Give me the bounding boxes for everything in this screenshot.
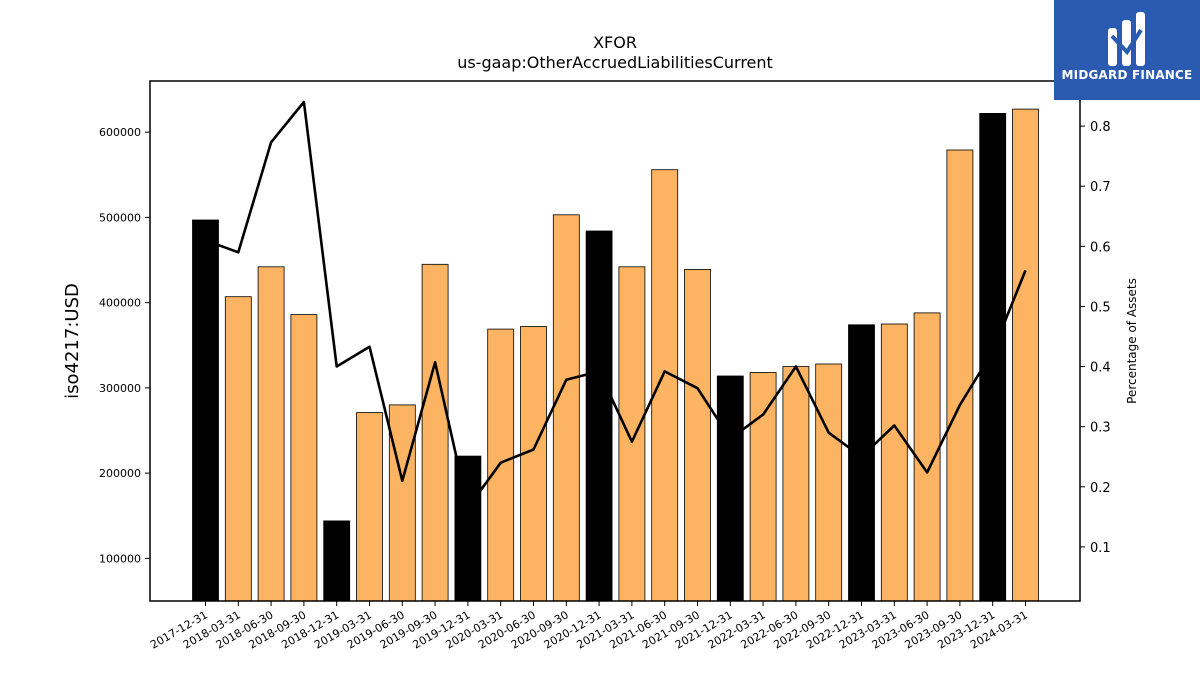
chart-title: XFOR [593,33,637,52]
bar-2021-12-31 [716,375,744,602]
bar-2023-03-31 [880,323,908,602]
bar-2023-09-30 [946,149,974,602]
chart-subtitle: us-gaap:OtherAccruedLiabilitiesCurrent [457,53,773,72]
y2-axis-label: Percentage of Assets [1125,278,1139,404]
bar-2018-03-31 [224,296,252,602]
y2-tick-label: 0.4 [1090,361,1111,376]
plot-frame [149,80,1081,602]
bar-2020-09-30 [552,214,580,602]
bar-2019-09-30 [421,263,449,602]
bar-2020-12-31 [585,230,613,602]
bar-2021-06-30 [651,169,679,602]
bar-2020-03-31 [487,328,515,602]
y2-tick-label: 0.6 [1090,240,1111,255]
y2-tick-label: 0.5 [1090,300,1111,315]
bar-2017-12-31 [192,219,219,602]
midgard-logo-icon [1108,12,1145,66]
midgard-finance-logo: MIDGARD FINANCE [1054,0,1200,100]
y2-tick-label: 0.7 [1090,180,1111,195]
y-axis-right: 0.1 0.2 0.3 0.4 0.5 0.6 0.7 0.8 [1080,120,1111,556]
y-tick-label: 100000 [99,552,141,565]
bar-2020-06-30 [520,326,547,602]
bar-2024-03-31 [1012,108,1039,602]
bar-2018-09-30 [290,314,318,602]
percentage-line [205,100,1027,510]
y-tick-label: 500000 [99,211,141,224]
bar-2022-09-30 [815,363,843,602]
y-tick-label: 600000 [99,126,141,139]
bar-2018-06-30 [257,266,285,602]
bar-2023-12-31 [979,113,1007,602]
bar-2023-06-30 [913,312,941,602]
bar-2019-12-31 [454,455,482,602]
bar-2018-12-31 [323,520,351,602]
bar-2022-03-31 [749,372,777,602]
logo-text: MIDGARD FINANCE [1061,68,1193,82]
bar-2022-06-30 [782,366,810,602]
y2-tick-label: 0.3 [1090,421,1111,436]
y-tick-label: 200000 [99,467,141,480]
bar-2021-09-30 [684,268,711,602]
y2-tick-label: 0.8 [1090,120,1111,135]
y2-tick-label: 0.1 [1090,541,1111,556]
y-axis-left: 100000 200000 300000 400000 500000 600000 [99,126,150,565]
y2-tick-label: 0.2 [1090,481,1111,496]
bar-2019-03-31 [356,412,383,602]
y-tick-label: 400000 [99,297,141,310]
y-axis-label: iso4217:USD [62,283,83,399]
x-axis: 2017-12-312018-03-312018-06-302018-09-30… [148,601,1030,652]
bar-2022-12-31 [848,324,875,602]
y-tick-label: 300000 [99,382,141,395]
bar-2019-06-30 [388,404,416,602]
bar-series [192,108,1039,602]
bar-2021-03-31 [618,266,646,602]
